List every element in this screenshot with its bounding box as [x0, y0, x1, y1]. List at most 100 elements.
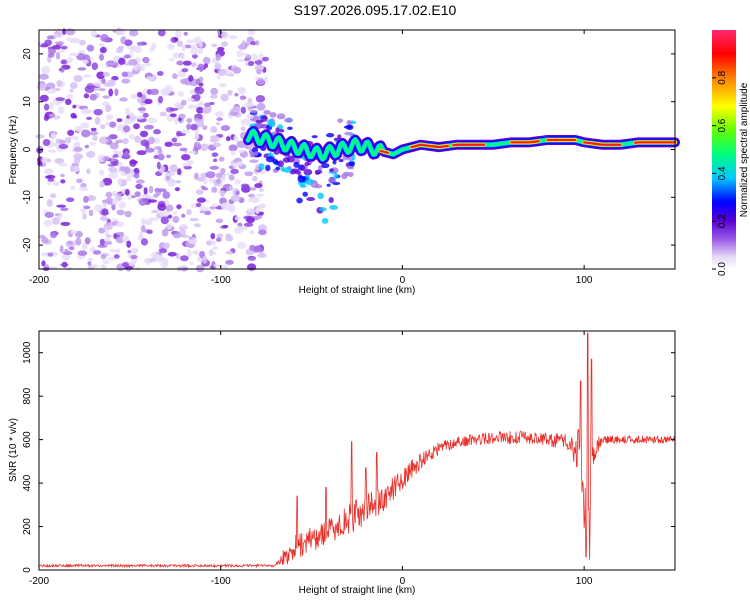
spec-noise-blob [129, 29, 139, 37]
spec-noise-blob [225, 250, 234, 255]
spec-noise-blob [151, 42, 157, 50]
spec-noise-blob [179, 147, 187, 152]
spec-transition-blob [327, 177, 337, 183]
spec-noise-blob [39, 94, 49, 102]
spec-noise-blob [193, 172, 199, 180]
spec-noise-blob [247, 256, 256, 262]
spec-noise-blob [139, 63, 146, 71]
spec-noise-blob [164, 85, 173, 94]
spec-noise-blob [205, 240, 212, 246]
spec-noise-blob [235, 161, 244, 167]
spec-noise-blob [146, 229, 153, 235]
spec-noise-blob [56, 34, 63, 38]
spec-noise-blob [118, 201, 127, 209]
spec-noise-blob [186, 208, 192, 216]
spec-noise-blob [59, 245, 64, 254]
spec-noise-blob [84, 237, 91, 245]
spec-noise-blob [81, 242, 88, 250]
spec-noise-blob [193, 141, 201, 147]
spec-noise-blob [101, 78, 106, 84]
spec-noise-blob [159, 111, 167, 117]
snr-x-tick-label: 100 [576, 576, 593, 587]
spec-noise-blob [46, 199, 53, 207]
spec-transition-blob [295, 170, 302, 175]
spec-noise-blob [41, 66, 51, 74]
spec-noise-blob [72, 136, 80, 141]
spec-noise-blob [130, 93, 138, 100]
spec-noise-blob [203, 177, 208, 185]
spec-x-tick-label: -200 [29, 275, 49, 286]
spec-noise-blob [43, 103, 50, 111]
spec-noise-blob [36, 84, 47, 91]
spec-noise-blob [43, 219, 53, 227]
spec-noise-blob [237, 59, 246, 63]
spec-y-tick-label: -10 [22, 190, 33, 205]
spec-transition-blob [338, 159, 344, 163]
spec-noise-blob [255, 206, 260, 215]
spec-noise-blob [237, 241, 247, 249]
spec-noise-blob [189, 217, 199, 222]
spec-noise-blob [105, 114, 114, 120]
spec-noise-blob [82, 214, 87, 220]
spec-noise-blob [72, 104, 77, 109]
spec-noise-blob [228, 174, 235, 181]
spec-noise-blob [65, 197, 75, 203]
spec-noise-blob [202, 125, 208, 130]
spec-noise-blob [202, 255, 208, 264]
spec-noise-blob [195, 202, 202, 208]
spec-noise-blob [76, 178, 83, 184]
spec-noise-blob [233, 134, 239, 143]
spec-noise-blob [60, 173, 65, 177]
spec-noise-blob [77, 67, 87, 71]
spec-noise-blob [47, 149, 57, 153]
spec-noise-blob [212, 142, 222, 148]
spec-noise-blob [220, 93, 229, 102]
spec-noise-blob [108, 88, 114, 97]
colorbar-tick-label: 0.6 [717, 118, 728, 132]
spec-noise-blob [198, 82, 204, 87]
spec-noise-blob [172, 73, 178, 80]
spec-noise-blob [98, 169, 105, 176]
spec-noise-blob [84, 144, 90, 149]
spec-noise-blob [215, 218, 224, 224]
colorbar-label: Normalized spectral amplitude [739, 82, 750, 217]
spec-transition-blob [275, 127, 280, 134]
spec-noise-blob [111, 161, 119, 167]
spec-noise-blob [83, 205, 91, 210]
spec-noise-blob [190, 62, 197, 68]
spec-transition-blob [268, 121, 276, 128]
spec-noise-blob [120, 36, 126, 44]
spec-noise-blob [221, 41, 229, 47]
spec-noise-blob [50, 232, 57, 239]
spec-noise-blob [61, 28, 67, 36]
snr-panel: -200 -100 0 100 0 200 400 600 800 1000 Height of… [8, 330, 676, 596]
spec-noise-blob [128, 134, 136, 140]
spec-transition-blob [317, 192, 324, 200]
spec-noise-blob [117, 57, 126, 65]
spec-ridge-peak [583, 141, 622, 146]
spec-noise-blob [188, 236, 193, 240]
spec-noise-blob [87, 194, 94, 202]
spec-noise-blob [150, 252, 160, 259]
spec-noise-blob [64, 137, 72, 144]
spec-ridge-peak [379, 149, 389, 154]
spec-noise-blob [123, 118, 133, 125]
spec-noise-blob [115, 232, 124, 236]
spec-noise-blob [130, 45, 135, 53]
spec-transition-blob [303, 168, 313, 176]
spec-noise-blob [162, 191, 171, 199]
spec-noise-blob [80, 182, 87, 189]
colorbar: 0.0 0.2 0.4 0.6 0.8 Normalized spectral ampl… [712, 30, 750, 276]
spec-noise-blob [107, 79, 116, 87]
spec-noise-blob [105, 191, 113, 198]
spec-noise-blob [91, 62, 99, 70]
spec-noise-blob [177, 168, 182, 176]
spec-noise-blob [259, 188, 264, 192]
spec-transition-blob [328, 196, 334, 204]
spec-noise-blob [193, 36, 202, 45]
spec-noise-blob [190, 47, 198, 55]
spec-noise-blob [137, 107, 147, 111]
spec-x-tick-label: -100 [211, 275, 231, 286]
spec-noise-blob [255, 40, 260, 46]
